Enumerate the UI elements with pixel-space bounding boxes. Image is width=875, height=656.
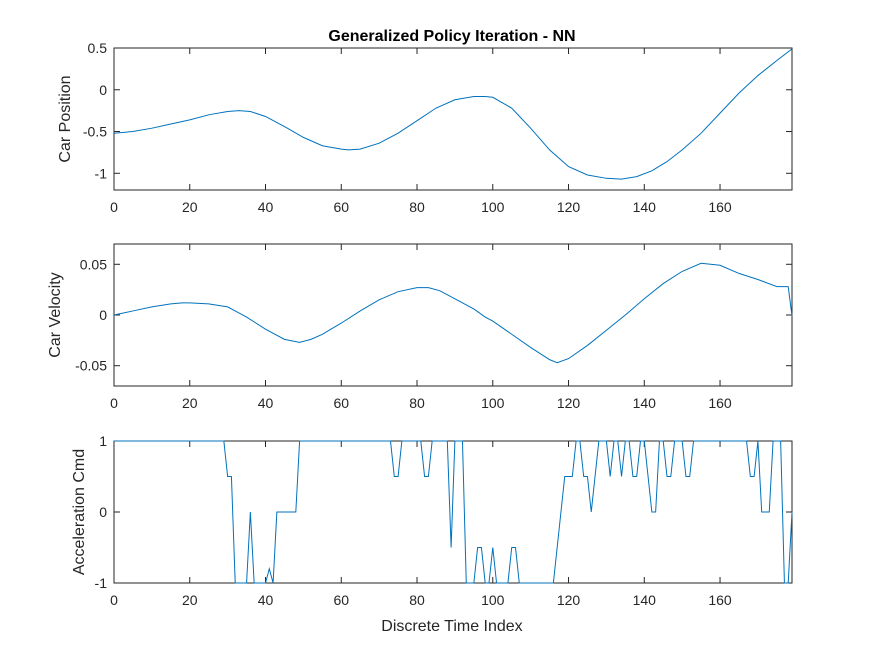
x-tick-label: 120: [557, 592, 581, 608]
x-tick-label: 20: [182, 592, 198, 608]
x-tick-label: 60: [333, 199, 349, 215]
x-tick-label: 100: [481, 395, 505, 411]
series-line-position: [113, 48, 793, 180]
chart-title: Generalized Policy Iteration - NN: [328, 28, 575, 45]
x-tick-label: 100: [481, 592, 505, 608]
y-tick-label: -1: [95, 165, 108, 181]
x-tick-label: 20: [182, 395, 198, 411]
x-tick-label: 40: [258, 199, 274, 215]
x-tick-label: 80: [409, 395, 425, 411]
y-tick-label: 1: [99, 433, 107, 449]
x-tick-label: 80: [409, 592, 425, 608]
y-axis-label-position: Car Position: [57, 75, 74, 162]
plot-frame-velocity: [113, 243, 793, 387]
y-tick-label: -0.5: [83, 124, 107, 140]
axes-position: 0 20 40 60 80 100 120 140 160 0.5 0 -0.5 -1 Car Posit…: [57, 40, 793, 215]
y-tick-label: 0: [99, 307, 107, 323]
y-axis-label-velocity: Car Velocity: [47, 272, 64, 357]
x-tick-label: 60: [333, 592, 349, 608]
x-tick-label: 140: [633, 592, 657, 608]
y-tick-label: 0: [99, 504, 107, 520]
x-tick-label: 140: [633, 199, 657, 215]
x-tick-label: 120: [557, 199, 581, 215]
x-tick-label: 20: [182, 199, 198, 215]
y-tick-label: -1: [95, 575, 108, 591]
x-tick-label: 120: [557, 395, 581, 411]
x-tick-label: 0: [110, 592, 118, 608]
x-tick-label: 160: [708, 592, 732, 608]
x-tick-label: 160: [708, 199, 732, 215]
y-tick-label: 0.05: [80, 256, 107, 272]
series-line-accel: [114, 440, 793, 584]
plot-frame-position: [113, 47, 793, 191]
x-tick-label: 100: [481, 199, 505, 215]
x-axis-label: Discrete Time Index: [381, 618, 522, 635]
y-tick-label: 0: [99, 82, 107, 98]
x-tick-label: 40: [258, 395, 274, 411]
y-axis-label-accel: Acceleration Cmd: [71, 449, 88, 575]
series-line-velocity: [113, 262, 793, 364]
y-tick-label: 0.5: [88, 40, 108, 56]
x-tick-label: 0: [110, 395, 118, 411]
y-tick-label: -0.05: [75, 358, 107, 374]
x-tick-label: 60: [333, 395, 349, 411]
x-tick-label: 0: [110, 199, 118, 215]
axes-velocity: 0 20 40 60 80 100 120 140 160 0.05 0 -0.05 Car Veloc…: [47, 243, 793, 411]
plot-frame-accel: [113, 440, 793, 584]
x-tick-label: 140: [633, 395, 657, 411]
x-tick-label: 40: [258, 592, 274, 608]
x-tick-label: 80: [409, 199, 425, 215]
x-tick-label: 160: [708, 395, 732, 411]
